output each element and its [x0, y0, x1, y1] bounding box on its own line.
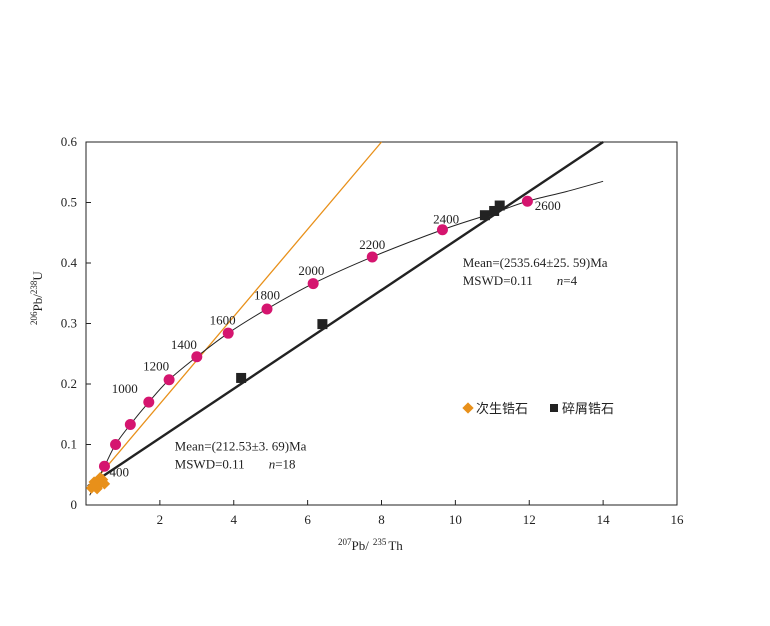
concordia-age-marker — [521, 195, 533, 207]
mswd-value: MSWD=0.11 — [175, 457, 245, 472]
mswd-value: MSWD=0.11 — [463, 273, 533, 288]
x-tick-label: 16 — [671, 512, 685, 527]
y-axis-label: 206Pb/238U — [29, 271, 45, 325]
mean-age-text: Mean=(2535.64±25. 59)Ma — [463, 255, 608, 270]
legend-secondary-zircon-marker — [462, 402, 474, 414]
n-label: n — [557, 273, 564, 288]
x-tick-label: 2 — [157, 512, 164, 527]
y-tick-label: 0 — [71, 497, 78, 512]
y-tick-label: 0.1 — [61, 437, 77, 452]
n-value: =18 — [275, 457, 295, 472]
concordia-age-marker — [191, 351, 203, 363]
concordia-curve — [89, 180, 604, 496]
legend: 次生锆石 碎屑锆石 — [462, 401, 614, 417]
y-tick-label: 0.2 — [61, 376, 77, 391]
legend-label: 次生锆石 — [476, 401, 528, 417]
x-tick-label: 14 — [597, 512, 611, 527]
age-label: 1200 — [143, 359, 169, 374]
concordia-age-marker — [98, 460, 110, 472]
legend-detrital-zircon-marker — [550, 404, 558, 412]
y-tick-label: 0.3 — [61, 316, 77, 331]
detrital-zircon-point — [494, 200, 505, 211]
x-tick-label: 10 — [449, 512, 462, 527]
detrital-zircon-point — [317, 319, 328, 330]
mswd-text: MSWD=0.11 n=18 — [175, 457, 296, 472]
concordia-age-marker — [110, 439, 122, 450]
age-label: 2200 — [359, 237, 385, 252]
concordia-age-marker — [366, 251, 378, 263]
age-label: 1800 — [254, 287, 280, 302]
detrital-zircon-point — [479, 210, 490, 221]
legend-label: 碎屑锆石 — [562, 402, 614, 417]
y-tick-label: 0.6 — [61, 134, 78, 149]
concordia-age-marker — [261, 303, 273, 315]
age-label: 1000 — [112, 381, 138, 396]
x-tick-label: 8 — [378, 512, 385, 527]
detrital-zircon-point — [489, 205, 500, 216]
concordia-age-marker — [163, 374, 175, 386]
age-label: 2600 — [535, 198, 561, 213]
age-label: 1400 — [171, 337, 197, 352]
age-label: 2400 — [433, 212, 459, 227]
discordia-line — [87, 141, 604, 488]
n-value: =4 — [563, 273, 577, 288]
y-tick-label: 0.4 — [61, 255, 78, 270]
x-axis-label: 207Pb/235 Th — [338, 537, 403, 553]
concordia-age-marker — [143, 396, 155, 408]
detrital-zircon-point — [236, 372, 247, 383]
concordia-age-marker — [124, 419, 136, 431]
discordia-line — [89, 141, 382, 488]
age-label: 2000 — [298, 263, 324, 278]
mswd-text: MSWD=0.11 n=4 — [463, 273, 578, 288]
concordia-age-marker — [307, 278, 319, 290]
age-label: 400 — [109, 465, 129, 480]
concordia-age-marker — [222, 327, 234, 339]
axis-ticks: 2 4 6 8 10 12 14 16 0 0.1 0.2 0.3 0.4 0.5 0.6 — [61, 134, 684, 527]
y-tick-label: 0.5 — [61, 195, 77, 210]
chart-lines — [87, 141, 604, 496]
age-label: 1600 — [210, 313, 236, 328]
mean-age-text: Mean=(212.53±3. 69)Ma — [175, 439, 307, 454]
x-tick-label: 4 — [231, 512, 238, 527]
concordia-age-marker — [436, 224, 448, 236]
x-tick-label: 6 — [304, 512, 311, 527]
n-label: n — [269, 457, 276, 472]
chart-marks — [85, 195, 533, 495]
x-tick-label: 12 — [523, 512, 536, 527]
